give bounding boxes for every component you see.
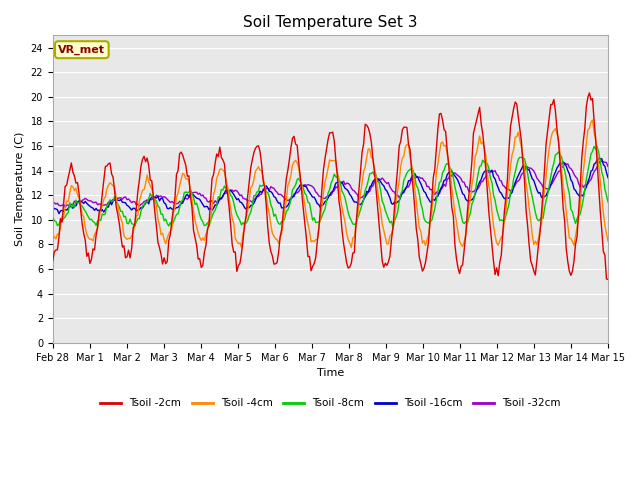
Text: VR_met: VR_met (58, 45, 106, 55)
Y-axis label: Soil Temperature (C): Soil Temperature (C) (15, 132, 25, 246)
Title: Soil Temperature Set 3: Soil Temperature Set 3 (243, 15, 418, 30)
Legend: Tsoil -2cm, Tsoil -4cm, Tsoil -8cm, Tsoil -16cm, Tsoil -32cm: Tsoil -2cm, Tsoil -4cm, Tsoil -8cm, Tsoi… (96, 394, 564, 412)
X-axis label: Time: Time (317, 368, 344, 378)
